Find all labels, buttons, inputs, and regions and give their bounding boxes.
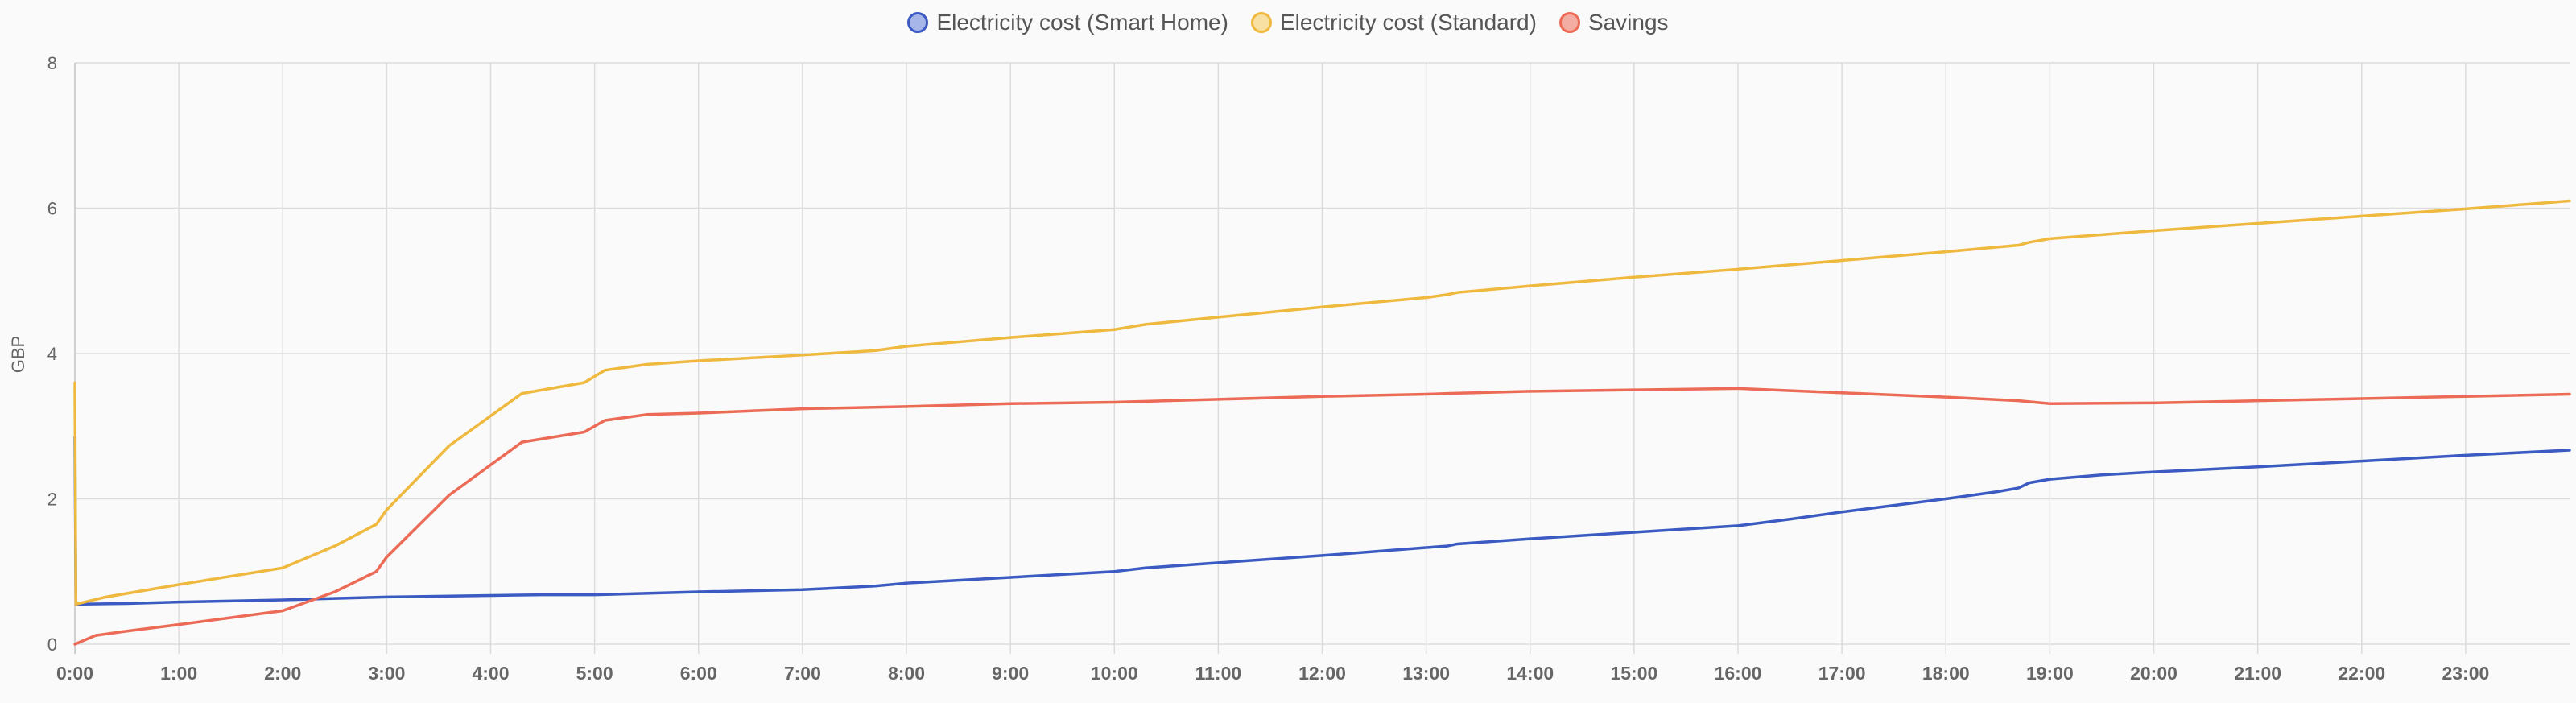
x-tick-label: 22:00 bbox=[2338, 663, 2385, 684]
y-axis-label: GBP bbox=[8, 336, 28, 373]
x-tick-label: 16:00 bbox=[1715, 663, 1762, 684]
series-line-standard bbox=[73, 199, 2571, 606]
series-line-savings bbox=[73, 387, 2571, 646]
x-tick-label: 7:00 bbox=[784, 663, 821, 684]
legend-swatch-savings bbox=[1558, 12, 1580, 33]
x-tick-label: 23:00 bbox=[2442, 663, 2489, 684]
x-tick-label: 6:00 bbox=[680, 663, 717, 684]
axes: 0 2 4 6 8 0:00 1:00 2:00 3:00 4:00 5:00 6:00 7:00 8:0… bbox=[47, 53, 2490, 684]
chart-legend: Electricity cost (Smart Home) Electricit… bbox=[0, 10, 2576, 35]
x-tick-label: 14:00 bbox=[1506, 663, 1554, 684]
x-tick-label: 21:00 bbox=[2234, 663, 2281, 684]
legend-label-standard: Electricity cost (Standard) bbox=[1279, 10, 1537, 35]
legend-item-smart-home[interactable]: Electricity cost (Smart Home) bbox=[907, 10, 1228, 35]
y-tick-label: 8 bbox=[47, 53, 57, 73]
x-tick-label: 3:00 bbox=[368, 663, 405, 684]
x-tick-label: 19:00 bbox=[2026, 663, 2074, 684]
x-tick-label: 12:00 bbox=[1298, 663, 1346, 684]
x-tick-label: 5:00 bbox=[576, 663, 613, 684]
legend-item-savings[interactable]: Savings bbox=[1558, 10, 1669, 35]
y-tick-label: 0 bbox=[47, 635, 57, 655]
x-tick-label: 0:00 bbox=[56, 663, 93, 684]
grid-lines bbox=[74, 62, 2570, 654]
legend-item-standard[interactable]: Electricity cost (Standard) bbox=[1250, 10, 1537, 35]
x-tick-label: 13:00 bbox=[1402, 663, 1450, 684]
x-tick-label: 17:00 bbox=[1818, 663, 1866, 684]
x-tick-label: 18:00 bbox=[1922, 663, 1970, 684]
x-tick-label: 8:00 bbox=[888, 663, 925, 684]
x-tick-label: 20:00 bbox=[2130, 663, 2178, 684]
x-tick-label: 11:00 bbox=[1195, 663, 1242, 684]
y-tick-label: 2 bbox=[47, 490, 57, 510]
x-tick-label: 9:00 bbox=[992, 663, 1029, 684]
series-line-smart-home bbox=[73, 436, 2571, 606]
x-tick-label: 1:00 bbox=[160, 663, 197, 684]
y-tick-label: 4 bbox=[47, 344, 57, 364]
x-tick-label: 15:00 bbox=[1610, 663, 1657, 684]
legend-label-smart-home: Electricity cost (Smart Home) bbox=[936, 10, 1228, 35]
x-tick-label: 2:00 bbox=[264, 663, 301, 684]
x-tick-label: 10:00 bbox=[1091, 663, 1138, 684]
legend-label-savings: Savings bbox=[1587, 10, 1669, 35]
x-tick-label: 4:00 bbox=[472, 663, 509, 684]
y-tick-label: 6 bbox=[47, 199, 57, 219]
legend-swatch-smart-home bbox=[907, 12, 929, 33]
legend-swatch-standard bbox=[1250, 12, 1272, 33]
series-lines bbox=[73, 199, 2571, 646]
